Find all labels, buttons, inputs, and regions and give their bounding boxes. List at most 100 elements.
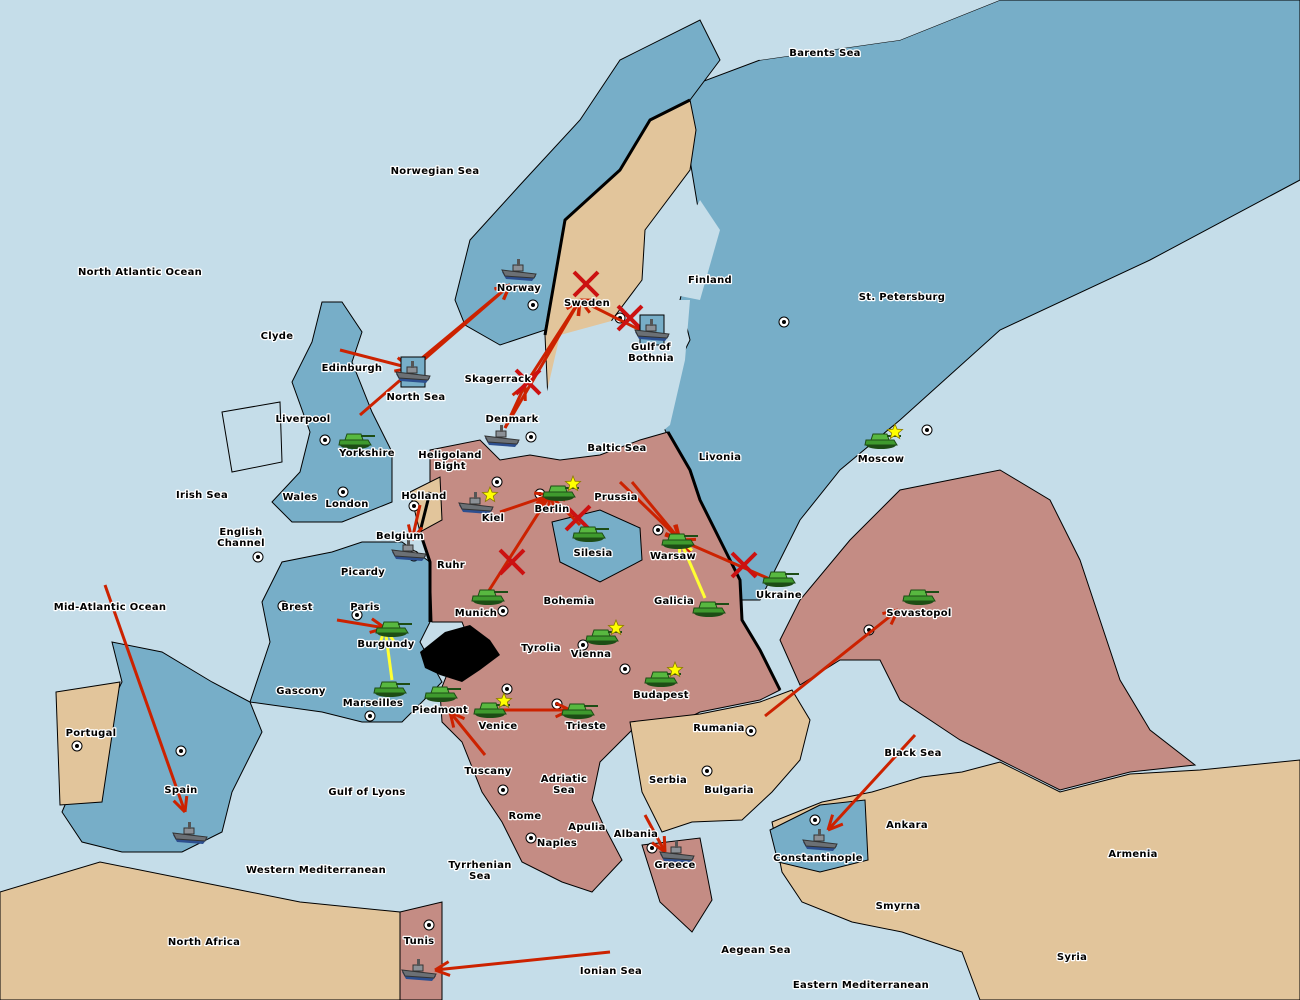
province-label: Aegean Sea [721,945,791,956]
province-label-line: Greece [654,860,695,871]
province-label: Galicia [654,596,694,607]
supply-center-icon [809,814,821,826]
order-arrow-rumania-to-sevastopol[interactable] [764,608,900,718]
province-label-line: Munich [455,608,497,619]
province-label-line: Belgium [376,531,424,542]
army-unit-moscow[interactable] [864,422,904,450]
province-label-line: Bight [434,461,466,472]
supply-center-icon [745,725,757,737]
province-label: Tyrrhenian Sea [448,860,511,882]
order-arrow-tuscany-to-piedmont[interactable] [448,710,487,756]
province-label-line: Clyde [261,331,294,342]
star-icon [564,474,582,492]
province-label: Ukraine [756,590,802,601]
army-unit-budapest[interactable] [644,660,684,688]
province-label-line: Baltic Sea [587,443,646,454]
province-label-line: North Africa [168,937,240,948]
units-layer [172,258,940,982]
province-label: Berlin [534,504,569,515]
province-label: Albania [614,829,658,840]
order-arrow-mid-atlantic-ocean-to-spain[interactable] [103,584,189,814]
province-label-line: Smyrna [876,901,921,912]
portugal-neutral [55,681,121,806]
balkans-neutral [629,689,811,833]
province-label-line: Paris [350,602,380,613]
province-label-line: Bohemia [543,596,594,607]
star-icon [607,618,625,636]
province-label-line: Livonia [699,452,742,463]
province-label: Apulia [568,822,605,833]
north-africa-neutral [0,861,401,1000]
silesia-russian [551,509,643,583]
province-label: Spain [164,785,197,796]
supply-center-icon [497,605,509,617]
army-unit-berlin[interactable] [542,474,582,502]
province-label-line: Aegean Sea [721,945,791,956]
province-label: Denmark [485,414,538,425]
fleet-unit-gulf-of-bothnia[interactable] [634,314,670,346]
supply-center-icon [525,431,537,443]
army-unit-venice[interactable] [473,691,513,719]
supply-center-icon [319,434,331,446]
order-arrow-gulf-of-bothnia-to-sweden[interactable] [578,298,641,332]
supply-center-icon [423,919,435,931]
province-label-line: Tuscany [464,766,511,777]
province-label: Heligoland Bight [418,450,482,472]
failed-order-x-icon [616,304,644,332]
army-unit-vienna[interactable] [585,618,625,646]
province-label-line: Armenia [1108,849,1157,860]
failed-order-x-icon [730,551,758,579]
failed-order-x-icon [498,548,526,576]
supply-center-icon [921,424,933,436]
province-label-line: London [325,499,368,510]
province-label-line: Ruhr [437,560,465,571]
province-label: Silesia [573,548,612,559]
order-arrow-albania-to-greece[interactable] [643,814,667,854]
order-arrow-skagerrack-to-sweden[interactable] [523,298,582,386]
order-arrow-black-sea-to-constantinople[interactable] [826,733,917,832]
province-label-line: Gulf of Lyons [328,787,405,798]
fleet-unit-kiel[interactable] [458,485,499,515]
supply-center-icon [652,524,664,536]
province-label: Edinburgh [322,363,383,374]
province-label-line: Marseilles [343,698,403,709]
supply-center-icon [778,316,790,328]
province-label: Ruhr [437,560,465,571]
province-label: Brest [281,602,313,613]
supply-center-icon [71,740,83,752]
star-icon [666,660,684,678]
province-label-line: Picardy [341,567,385,578]
failed-order-x-icon [564,504,592,532]
order-arrow-holland-to-belgium[interactable] [406,504,424,541]
province-label: English Channel [217,527,265,549]
province-label-line: Liverpool [275,414,330,425]
province-label-line: Eastern Mediterranean [793,980,929,991]
turkey-neutral [771,759,1300,1000]
supply-center-icon [701,765,713,777]
province-label: Finland [688,275,732,286]
sevastopol-territory [779,469,1197,791]
supply-center-icon [491,476,503,488]
province-label: Moscow [858,454,905,465]
province-label-line: Sevastopol [886,608,951,619]
province-label: Bohemia [543,596,594,607]
province-label: Kiel [482,513,505,524]
province-label: Greece [654,860,695,871]
province-label-line: Berlin [534,504,569,515]
province-label-line: Norwegian Sea [391,166,480,177]
order-arrow-yorkshire-to-norway[interactable] [359,283,512,417]
province-label-line: Wales [282,492,317,503]
province-label: Picardy [341,567,385,578]
supply-center-icon [501,683,513,695]
province-label: Clyde [261,331,294,342]
power-border [666,431,782,691]
province-label-line: Rumania [693,723,744,734]
supply-center-icon [527,299,539,311]
supply-center-icon [497,784,509,796]
province-label: Portugal [66,728,117,739]
order-arrow-ionian-sea-to-tunis[interactable] [434,950,611,977]
britain-territory [271,301,393,523]
supply-center-icon [408,500,420,512]
fleet-unit-north-sea[interactable] [395,356,431,388]
